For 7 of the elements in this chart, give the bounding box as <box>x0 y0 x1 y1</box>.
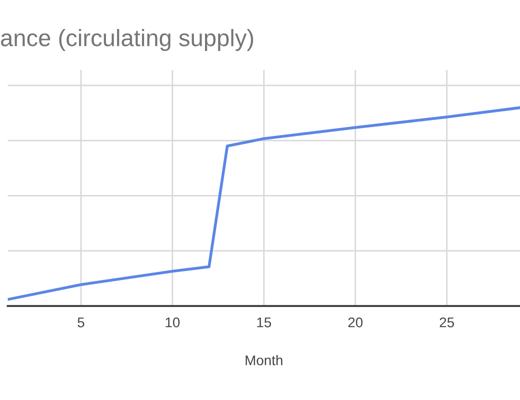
x-tick-label: 25 <box>440 317 454 328</box>
x-tick-label: 5 <box>78 318 84 328</box>
x-tick-label: 10 <box>166 317 180 328</box>
x-axis-title: Month <box>246 355 282 366</box>
x-tick-label: 20 <box>348 317 363 328</box>
chart-title: ance (circulating supply) <box>1 28 254 52</box>
x-tick-label: 15 <box>257 318 272 328</box>
